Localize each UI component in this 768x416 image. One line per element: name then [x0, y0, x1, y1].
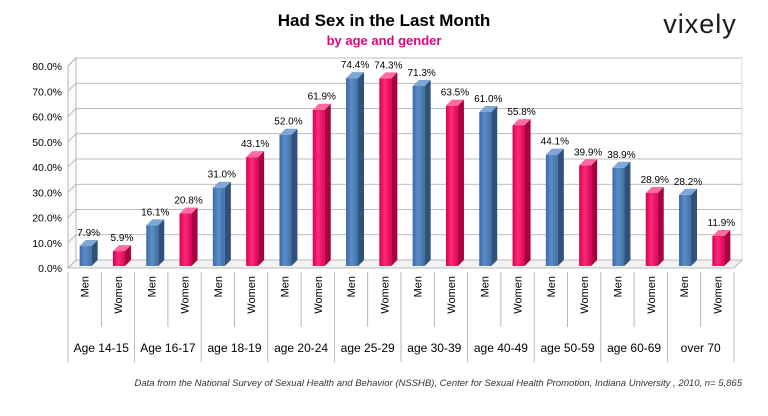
bar-value-label: 44.1% — [541, 137, 569, 148]
x-label-women: Women — [113, 276, 125, 314]
bar-women — [445, 99, 464, 266]
bar-men — [479, 105, 498, 266]
bar-women — [712, 229, 731, 266]
bar-men — [79, 240, 98, 266]
bar-value-label: 5.9% — [111, 233, 134, 244]
x-axis-labels: Men Women Age 14-15 Men Women Age 16-17 Men Wom… — [67, 272, 735, 362]
x-group-label: age 30-39 — [407, 341, 461, 355]
x-label-women: Women — [646, 276, 658, 314]
bar-value-label: 31.0% — [208, 170, 236, 181]
x-label-women: Women — [579, 276, 591, 314]
y-tick-label: 20.0% — [32, 213, 62, 225]
bar-value-label: 55.8% — [507, 107, 535, 118]
bar-women — [579, 159, 598, 266]
bar-women — [246, 151, 265, 266]
bar-value-label: 39.9% — [574, 147, 602, 158]
bar-women — [379, 72, 398, 266]
x-label-men: Men — [80, 276, 92, 297]
x-label-men: Men — [146, 276, 158, 297]
bar-men — [545, 148, 564, 266]
x-group-label: age 18-19 — [207, 341, 261, 355]
bar-men — [412, 79, 431, 266]
chart-title: Had Sex in the Last Month — [278, 11, 491, 30]
x-group-label: age 20-24 — [274, 341, 328, 355]
bar-men — [346, 72, 365, 266]
bar-women — [112, 245, 131, 266]
x-group-label: age 50-59 — [540, 341, 594, 355]
bar-value-label: 71.3% — [407, 68, 435, 79]
x-label-men: Men — [679, 276, 691, 297]
x-group-label: Age 14-15 — [74, 341, 130, 355]
x-label-women: Women — [246, 276, 258, 314]
x-label-women: Women — [313, 276, 325, 314]
x-label-women: Women — [712, 276, 724, 314]
bar-value-label: 61.9% — [308, 92, 336, 103]
y-tick-label: 50.0% — [32, 137, 62, 149]
x-label-men: Men — [346, 276, 358, 297]
x-group-label: age 60-69 — [607, 341, 661, 355]
bar-value-label: 20.8% — [174, 195, 202, 206]
bar-value-label: 74.3% — [374, 60, 402, 71]
x-group-label: age 40-49 — [474, 341, 528, 355]
bar-women — [312, 103, 331, 266]
y-tick-label: 80.0% — [32, 61, 62, 73]
x-label-women: Women — [513, 276, 525, 314]
x-label-women: Women — [180, 276, 192, 314]
bar-value-label: 16.1% — [141, 207, 169, 218]
bar-value-label: 63.5% — [441, 88, 469, 99]
x-label-men: Men — [612, 276, 624, 297]
y-tick-label: 10.0% — [32, 238, 62, 250]
bar-men — [679, 188, 698, 266]
bar-value-label: 38.9% — [607, 150, 635, 161]
y-tick-label: 70.0% — [32, 86, 62, 98]
source-note: Data from the National Survey of Sexual … — [134, 378, 742, 389]
bar-value-label: 74.4% — [341, 60, 369, 71]
chart-subtitle: by age and gender — [327, 33, 442, 48]
y-tick-label: 40.0% — [32, 162, 62, 174]
bar-value-label: 43.1% — [241, 139, 269, 150]
bar-value-label: 11.9% — [708, 218, 736, 229]
y-tick-label: 30.0% — [32, 187, 62, 199]
bar-women — [512, 119, 531, 266]
y-axis-labels: 0.0% 10.0% 20.0% 30.0% 40.0% 50.0% 60.0% 70.0% 8… — [32, 61, 62, 275]
x-label-men: Men — [479, 276, 491, 297]
x-label-men: Men — [279, 276, 291, 297]
x-label-men: Men — [546, 276, 558, 297]
x-group-label: Age 16-17 — [140, 341, 196, 355]
y-tick-label: 0.0% — [38, 263, 62, 275]
x-label-men: Men — [413, 276, 425, 297]
x-group-label: over 70 — [681, 341, 721, 355]
bar-men — [612, 161, 631, 266]
bar-men — [279, 128, 298, 266]
x-group-label: age 25-29 — [341, 341, 395, 355]
x-label-women: Women — [446, 276, 458, 314]
bar-value-label: 61.0% — [474, 94, 502, 105]
bar-women — [179, 207, 198, 266]
bar-men — [212, 181, 231, 266]
bar-value-label: 28.2% — [674, 177, 702, 188]
brand-logo: vixely — [663, 9, 737, 39]
x-label-men: Men — [213, 276, 225, 297]
bars: 7.9% 5.9% 16.1% 20.8% 31.0% 43.1% 52.0% 61.9% 74… — [77, 60, 735, 266]
y-tick-label: 60.0% — [32, 112, 62, 124]
bar-women — [645, 187, 664, 266]
x-label-women: Women — [379, 276, 391, 314]
plot-area — [67, 57, 743, 269]
bar-value-label: 52.0% — [274, 117, 302, 128]
bar-value-label: 7.9% — [77, 228, 100, 239]
bar-value-label: 28.9% — [641, 175, 669, 186]
bar-men — [146, 219, 165, 266]
